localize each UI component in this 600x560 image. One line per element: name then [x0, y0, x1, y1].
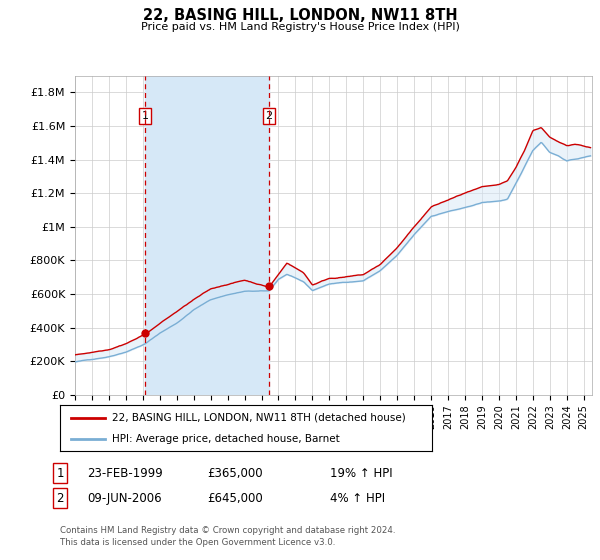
Text: 23-FEB-1999: 23-FEB-1999: [87, 466, 163, 480]
Text: Contains HM Land Registry data © Crown copyright and database right 2024.
This d: Contains HM Land Registry data © Crown c…: [60, 526, 395, 547]
Text: 22, BASING HILL, LONDON, NW11 8TH (detached house): 22, BASING HILL, LONDON, NW11 8TH (detac…: [112, 413, 406, 423]
Text: 19% ↑ HPI: 19% ↑ HPI: [330, 466, 392, 480]
Text: 2: 2: [56, 492, 64, 505]
Text: £365,000: £365,000: [207, 466, 263, 480]
Bar: [145, 76, 269, 395]
Text: 4% ↑ HPI: 4% ↑ HPI: [330, 492, 385, 505]
Text: HPI: Average price, detached house, Barnet: HPI: Average price, detached house, Barn…: [112, 434, 340, 444]
Text: Price paid vs. HM Land Registry's House Price Index (HPI): Price paid vs. HM Land Registry's House …: [140, 22, 460, 32]
Text: 1: 1: [56, 466, 64, 480]
Text: 22, BASING HILL, LONDON, NW11 8TH: 22, BASING HILL, LONDON, NW11 8TH: [143, 8, 457, 24]
Text: 09-JUN-2006: 09-JUN-2006: [87, 492, 161, 505]
Text: 1: 1: [142, 111, 149, 121]
Text: 2: 2: [265, 111, 272, 121]
Text: £645,000: £645,000: [207, 492, 263, 505]
